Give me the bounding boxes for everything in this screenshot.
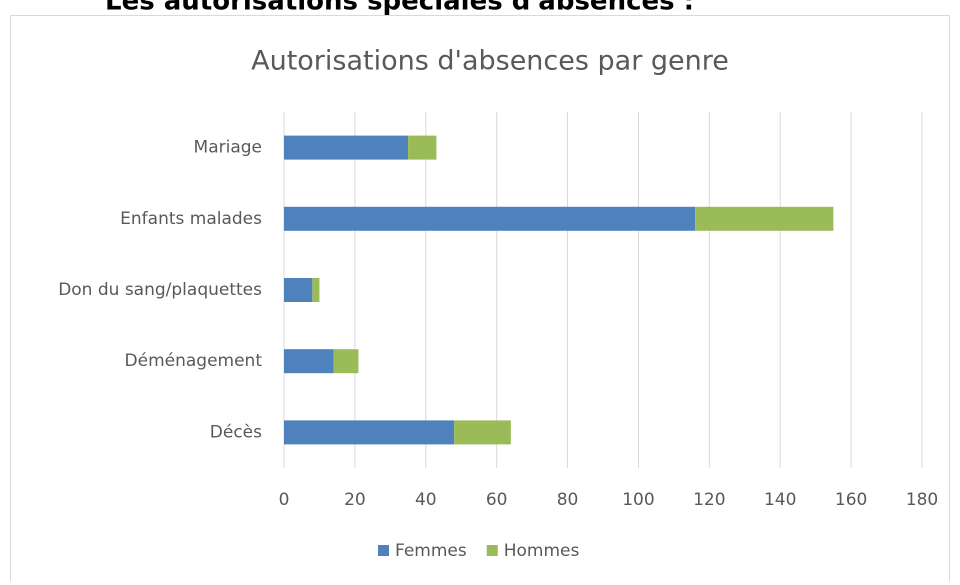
legend-label: Hommes — [504, 541, 580, 561]
x-tick-label: 60 — [486, 490, 508, 510]
chart-border — [10, 15, 950, 585]
bar — [695, 206, 834, 231]
heading: Les autorisations spéciales d'absences : — [105, 0, 694, 17]
x-tick-label: 80 — [557, 490, 579, 510]
bar — [454, 420, 511, 445]
x-tick-label: 100 — [622, 490, 654, 510]
bar — [408, 135, 437, 160]
bar — [284, 206, 696, 231]
x-tick-label: 0 — [279, 490, 290, 510]
y-tick-label: Enfants malades — [120, 209, 262, 229]
bar — [284, 278, 313, 302]
x-tick-label: 40 — [415, 490, 437, 510]
x-tick-label: 120 — [693, 490, 725, 510]
bar — [312, 278, 320, 302]
y-tick-label: Mariage — [194, 138, 262, 158]
bar — [284, 349, 334, 374]
legend-swatch — [486, 545, 498, 556]
y-tick-label: Déménagement — [125, 351, 263, 371]
legend-label: Femmes — [395, 541, 467, 561]
bar — [284, 420, 455, 445]
y-tick-label: Don du sang/plaquettes — [58, 280, 262, 300]
bar — [284, 135, 409, 160]
bar — [333, 349, 359, 374]
x-tick-label: 160 — [835, 490, 867, 510]
y-tick-label: Décès — [210, 422, 262, 442]
legend-swatch — [378, 545, 389, 556]
x-tick-label: 180 — [906, 490, 938, 510]
chart-title: Autorisations d'absences par genre — [251, 46, 729, 77]
x-tick-label: 20 — [344, 490, 366, 510]
x-tick-label: 140 — [764, 490, 796, 510]
